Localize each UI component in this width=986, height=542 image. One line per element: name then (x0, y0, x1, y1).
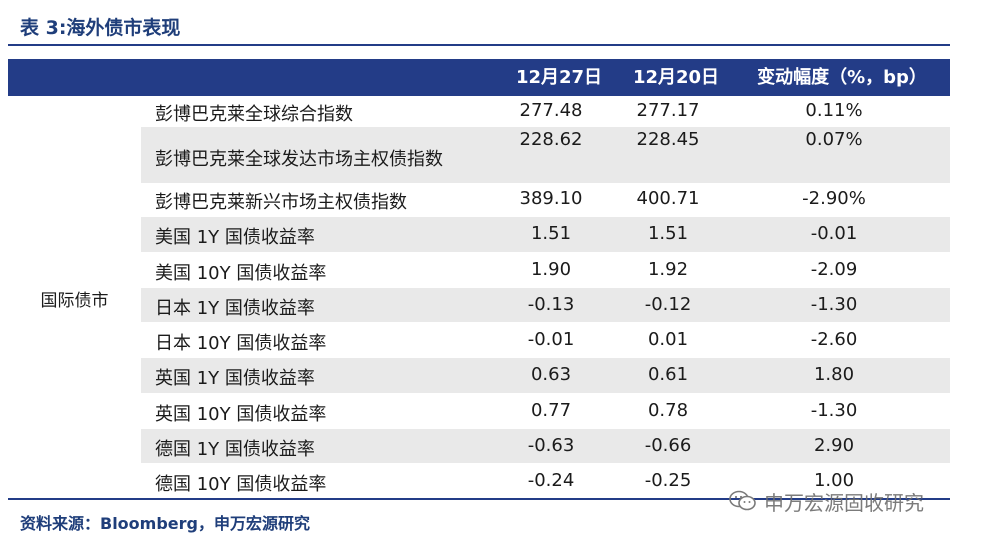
table-row: 德国 10Y 国债收益率 -0.24 -0.25 1.00 (141, 464, 950, 498)
row-name: 德国 10Y 国债收益率 (155, 474, 327, 495)
row-value-current: 389.10 (519, 188, 583, 209)
table-row: 德国 1Y 国债收益率 -0.63 -0.66 2.90 (141, 429, 950, 464)
watermark: 申万宏源固收研究 (728, 486, 924, 516)
row-change: -1.30 (810, 294, 858, 315)
row-value-current: -0.13 (527, 294, 575, 315)
table-row: 美国 10Y 国债收益率 1.90 1.92 -2.09 (141, 253, 950, 288)
source-note: 资料来源：Bloomberg，申万宏源研究 (20, 514, 310, 533)
row-value-previous: 277.17 (636, 100, 700, 121)
table-row: 彭博巴克莱新兴市场主权债指数 389.10 400.71 -2.90% (141, 184, 950, 217)
table-row: 彭博巴克莱全球发达市场主权债指数 228.62 228.45 0.07% (141, 127, 950, 184)
row-value-current: 0.63 (530, 364, 572, 385)
row-change: 1.00 (813, 470, 855, 491)
row-value-current: -0.01 (527, 329, 575, 350)
row-value-current: -0.24 (527, 470, 575, 491)
row-name: 美国 10Y 国债收益率 (155, 263, 327, 284)
bottom-rule (8, 498, 950, 500)
row-separator (141, 183, 950, 184)
row-name: 德国 1Y 国债收益率 (155, 439, 315, 460)
row-separator (141, 322, 950, 323)
row-separator (141, 393, 950, 394)
row-value-previous: -0.66 (644, 435, 692, 456)
row-separator (141, 287, 950, 288)
header-date-previous: 12月20日 (632, 67, 720, 88)
row-value-previous: 1.92 (647, 259, 689, 280)
row-value-current: 1.90 (530, 259, 572, 280)
row-value-previous: -0.12 (644, 294, 692, 315)
row-change: -0.01 (810, 223, 858, 244)
row-value-previous: 0.61 (647, 364, 689, 385)
row-separator (141, 463, 950, 464)
row-name: 日本 10Y 国债收益率 (155, 333, 327, 354)
row-change: 2.90 (813, 435, 855, 456)
table-row: 英国 10Y 国债收益率 0.77 0.78 -1.30 (141, 394, 950, 429)
table-header: 12月27日 12月20日 变动幅度（%，bp） (8, 59, 950, 96)
row-separator (141, 357, 950, 358)
row-name: 英国 1Y 国债收益率 (155, 368, 315, 389)
row-value-previous: 228.45 (636, 129, 700, 150)
row-separator (141, 252, 950, 253)
row-value-previous: -0.25 (644, 470, 692, 491)
table-row: 英国 1Y 国债收益率 0.63 0.61 1.80 (141, 358, 950, 394)
row-value-current: 0.77 (530, 400, 572, 421)
row-name: 英国 10Y 国债收益率 (155, 404, 327, 425)
row-name: 美国 1Y 国债收益率 (155, 227, 315, 248)
row-value-current: 277.48 (519, 100, 583, 121)
row-value-previous: 1.51 (647, 223, 689, 244)
top-rule (8, 44, 950, 46)
row-separator (141, 428, 950, 429)
row-name: 彭博巴克莱全球发达市场主权债指数 (155, 149, 443, 170)
row-name: 彭博巴克莱新兴市场主权债指数 (155, 192, 407, 213)
table-row: 美国 1Y 国债收益率 1.51 1.51 -0.01 (141, 217, 950, 253)
row-change: -2.90% (802, 188, 866, 209)
header-change: 变动幅度（%，bp） (757, 67, 927, 88)
row-change: -2.09 (810, 259, 858, 280)
row-separator (141, 497, 950, 498)
table-row: 彭博巴克莱全球综合指数 277.48 277.17 0.11% (141, 96, 950, 127)
row-change: 1.80 (813, 364, 855, 385)
row-value-current: 1.51 (530, 223, 572, 244)
row-change: -1.30 (810, 400, 858, 421)
row-name: 彭博巴克莱全球综合指数 (155, 104, 353, 125)
group-column: 国际债市 (8, 96, 141, 500)
table-title: 表 3:海外债市表现 (20, 17, 181, 39)
table-row: 日本 10Y 国债收益率 -0.01 0.01 -2.60 (141, 323, 950, 358)
row-value-current: 228.62 (519, 129, 583, 150)
table-row: 日本 1Y 国债收益率 -0.13 -0.12 -1.30 (141, 288, 950, 323)
row-change: 0.11% (805, 100, 863, 121)
row-separator (141, 126, 950, 127)
row-name: 日本 1Y 国债收益率 (155, 298, 315, 319)
row-value-previous: 0.78 (647, 400, 689, 421)
wechat-icon (728, 489, 758, 513)
row-change: 0.07% (805, 129, 863, 150)
row-value-previous: 0.01 (647, 329, 689, 350)
row-change: -2.60 (810, 329, 858, 350)
row-value-current: -0.63 (527, 435, 575, 456)
row-value-previous: 400.71 (636, 188, 700, 209)
header-date-current: 12月27日 (515, 67, 603, 88)
watermark-text: 申万宏源固收研究 (764, 490, 924, 515)
group-label: 国际债市 (40, 291, 109, 311)
row-separator (141, 216, 950, 217)
